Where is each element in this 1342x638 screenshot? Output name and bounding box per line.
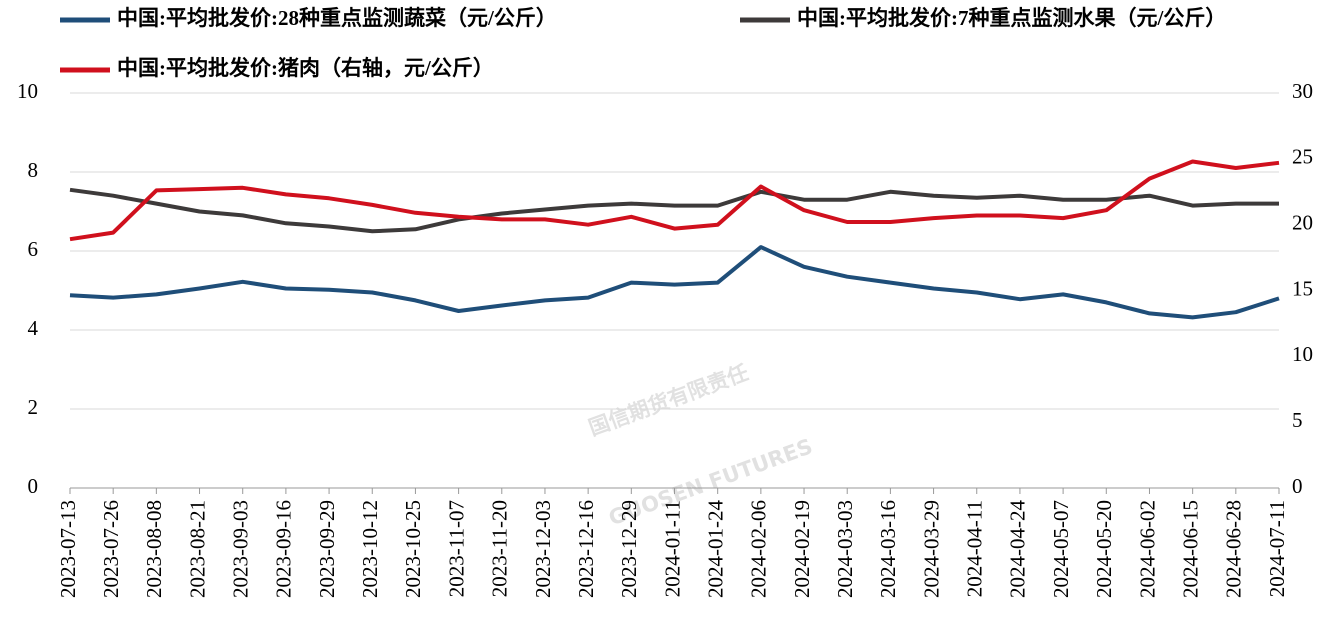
y-tick-label: 6 (28, 237, 39, 261)
x-tick-label: 2023-09-29 (315, 500, 339, 598)
x-tick-label: 2023-08-21 (185, 500, 209, 598)
y2-tick-label: 10 (1292, 342, 1313, 366)
y2-tick-label: 30 (1292, 79, 1313, 103)
x-tick-label: 2023-10-12 (358, 500, 382, 598)
x-tick-label: 2024-03-03 (833, 500, 857, 598)
x-tick-label: 2023-07-13 (56, 500, 80, 598)
x-tick-label: 2024-06-15 (1178, 500, 1202, 598)
x-tick-label: 2023-12-03 (531, 500, 555, 598)
y2-tick-label: 15 (1292, 276, 1313, 300)
x-tick-label: 2024-06-02 (1135, 500, 1159, 598)
watermark: 国信期货有限责任 (586, 360, 752, 440)
x-tick-label: 2024-01-24 (703, 500, 727, 598)
y-tick-label: 2 (28, 395, 39, 419)
legend-label: 中国:平均批发价:7种重点监测水果（元/公斤） (797, 6, 1226, 30)
x-tick-label: 2023-08-08 (142, 500, 166, 598)
y-tick-label: 10 (17, 79, 38, 103)
legend-label: 中国:平均批发价:猪肉（右轴，元/公斤） (117, 56, 494, 80)
x-tick-label: 2024-05-07 (1049, 500, 1073, 598)
x-tick-label: 2024-06-28 (1222, 500, 1246, 598)
x-tick-label: 2024-05-20 (1092, 500, 1116, 598)
y-tick-label: 0 (28, 474, 39, 498)
y2-tick-label: 5 (1292, 408, 1303, 432)
x-tick-label: 2024-03-16 (876, 500, 900, 598)
x-tick-label: 2023-11-07 (444, 500, 468, 597)
y-tick-label: 4 (28, 316, 39, 340)
series-line (69, 245, 1280, 320)
series-line (69, 187, 1279, 234)
x-tick-label: 2024-07-11 (1265, 500, 1289, 597)
series-line (69, 159, 1280, 242)
x-tick-label: 2023-09-03 (229, 500, 253, 598)
x-tick-label: 2023-12-16 (574, 500, 598, 598)
x-tick-label: 2024-02-06 (747, 500, 771, 598)
x-tick-label: 2024-04-11 (963, 500, 987, 597)
x-tick-label: 2024-02-19 (790, 500, 814, 598)
x-tick-label: 2023-09-16 (272, 500, 296, 598)
legend-label: 中国:平均批发价:28种重点监测蔬菜（元/公斤） (117, 6, 557, 30)
y2-tick-label: 0 (1292, 474, 1303, 498)
x-tick-label: 2024-03-29 (919, 500, 943, 598)
x-tick-label: 2024-04-24 (1006, 500, 1030, 598)
x-tick-label: 2023-10-25 (401, 500, 425, 598)
y-tick-label: 8 (28, 158, 39, 182)
x-tick-label: 2023-11-20 (488, 500, 512, 597)
x-tick-label: 2024-01-11 (660, 500, 684, 597)
y2-tick-label: 20 (1292, 210, 1313, 234)
y2-tick-label: 25 (1292, 145, 1313, 169)
x-tick-label: 2023-07-26 (99, 500, 123, 598)
x-tick-label: 2023-12-29 (617, 500, 641, 598)
